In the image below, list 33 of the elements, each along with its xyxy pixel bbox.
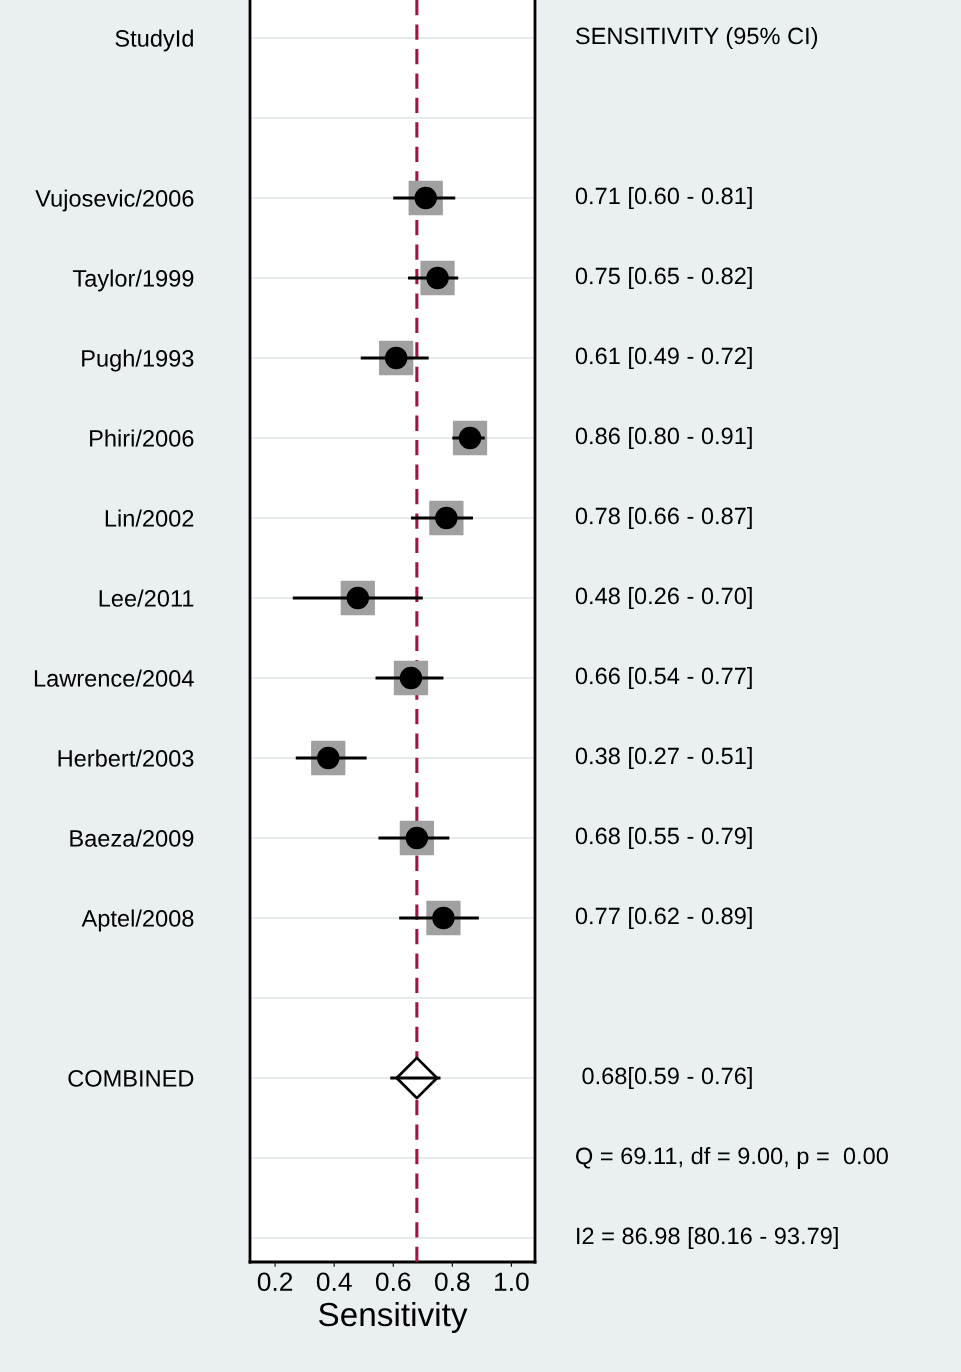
x-tick-label: 0.8 <box>435 1272 470 1292</box>
text: I2 = 86.98 [80.16 - 93.79] <box>577 1226 838 1250</box>
y-tick-label: Vujosevic/2006 <box>35 189 194 212</box>
data-label: 0.68 [0.55 - 0.79] <box>575 826 752 850</box>
y-tick-label: Aptel/2008 <box>81 909 194 932</box>
x-axis-title: Sensitivity <box>318 1301 468 1333</box>
y-tick-label: Phiri/2006 <box>90 429 194 447</box>
y-tick-label: Taylor/1999 <box>72 269 194 292</box>
data-label: 0.77 [0.62 - 0.89] <box>575 906 752 930</box>
x-tick-label: 1.0 <box>495 1272 529 1292</box>
y-tick-label: COMBINED <box>68 1070 194 1087</box>
data-label: 0.75 [0.65 - 0.82] <box>575 266 752 289</box>
y-tick-label: Lee/2011 <box>99 589 194 607</box>
data-label: 0.78 [0.66 - 0.87] <box>575 506 752 529</box>
x-tick-label: 0.6 <box>375 1272 411 1292</box>
y-tick-label: Lawrence/2004 <box>34 669 194 687</box>
y-tick-label: Pugh/1993 <box>82 349 194 372</box>
text: SENSITIVITY (95% CI) <box>575 27 818 49</box>
data-label: 0.71 [0.60 - 0.81] <box>575 187 752 209</box>
y-tick-label: Baeza/2009 <box>70 829 194 847</box>
data-label: 0.38 [0.27 - 0.51] <box>575 746 752 769</box>
x-tick-label: 0.2 <box>257 1272 293 1292</box>
y-tick-label: Herbert/2003 <box>58 749 194 767</box>
x-tick-label: 0.4 <box>316 1272 352 1292</box>
text: Q = 69.11, df = 9.00, p = 0.00 <box>576 1146 888 1170</box>
data-label: 0.61 [0.49 - 0.72] <box>575 346 752 369</box>
data-label: 0.66 [0.54 - 0.77] <box>575 666 752 689</box>
y-tick-label: StudyId <box>115 29 193 52</box>
text: 0.68[0.59 - 0.76] <box>582 1066 752 1090</box>
y-tick-label: Lin/2002 <box>105 509 194 527</box>
data-label: 0.86 [0.80 - 0.91] <box>575 426 752 449</box>
data-label: 0.48 [0.26 - 0.70] <box>575 586 752 609</box>
point <box>395 1056 439 1100</box>
